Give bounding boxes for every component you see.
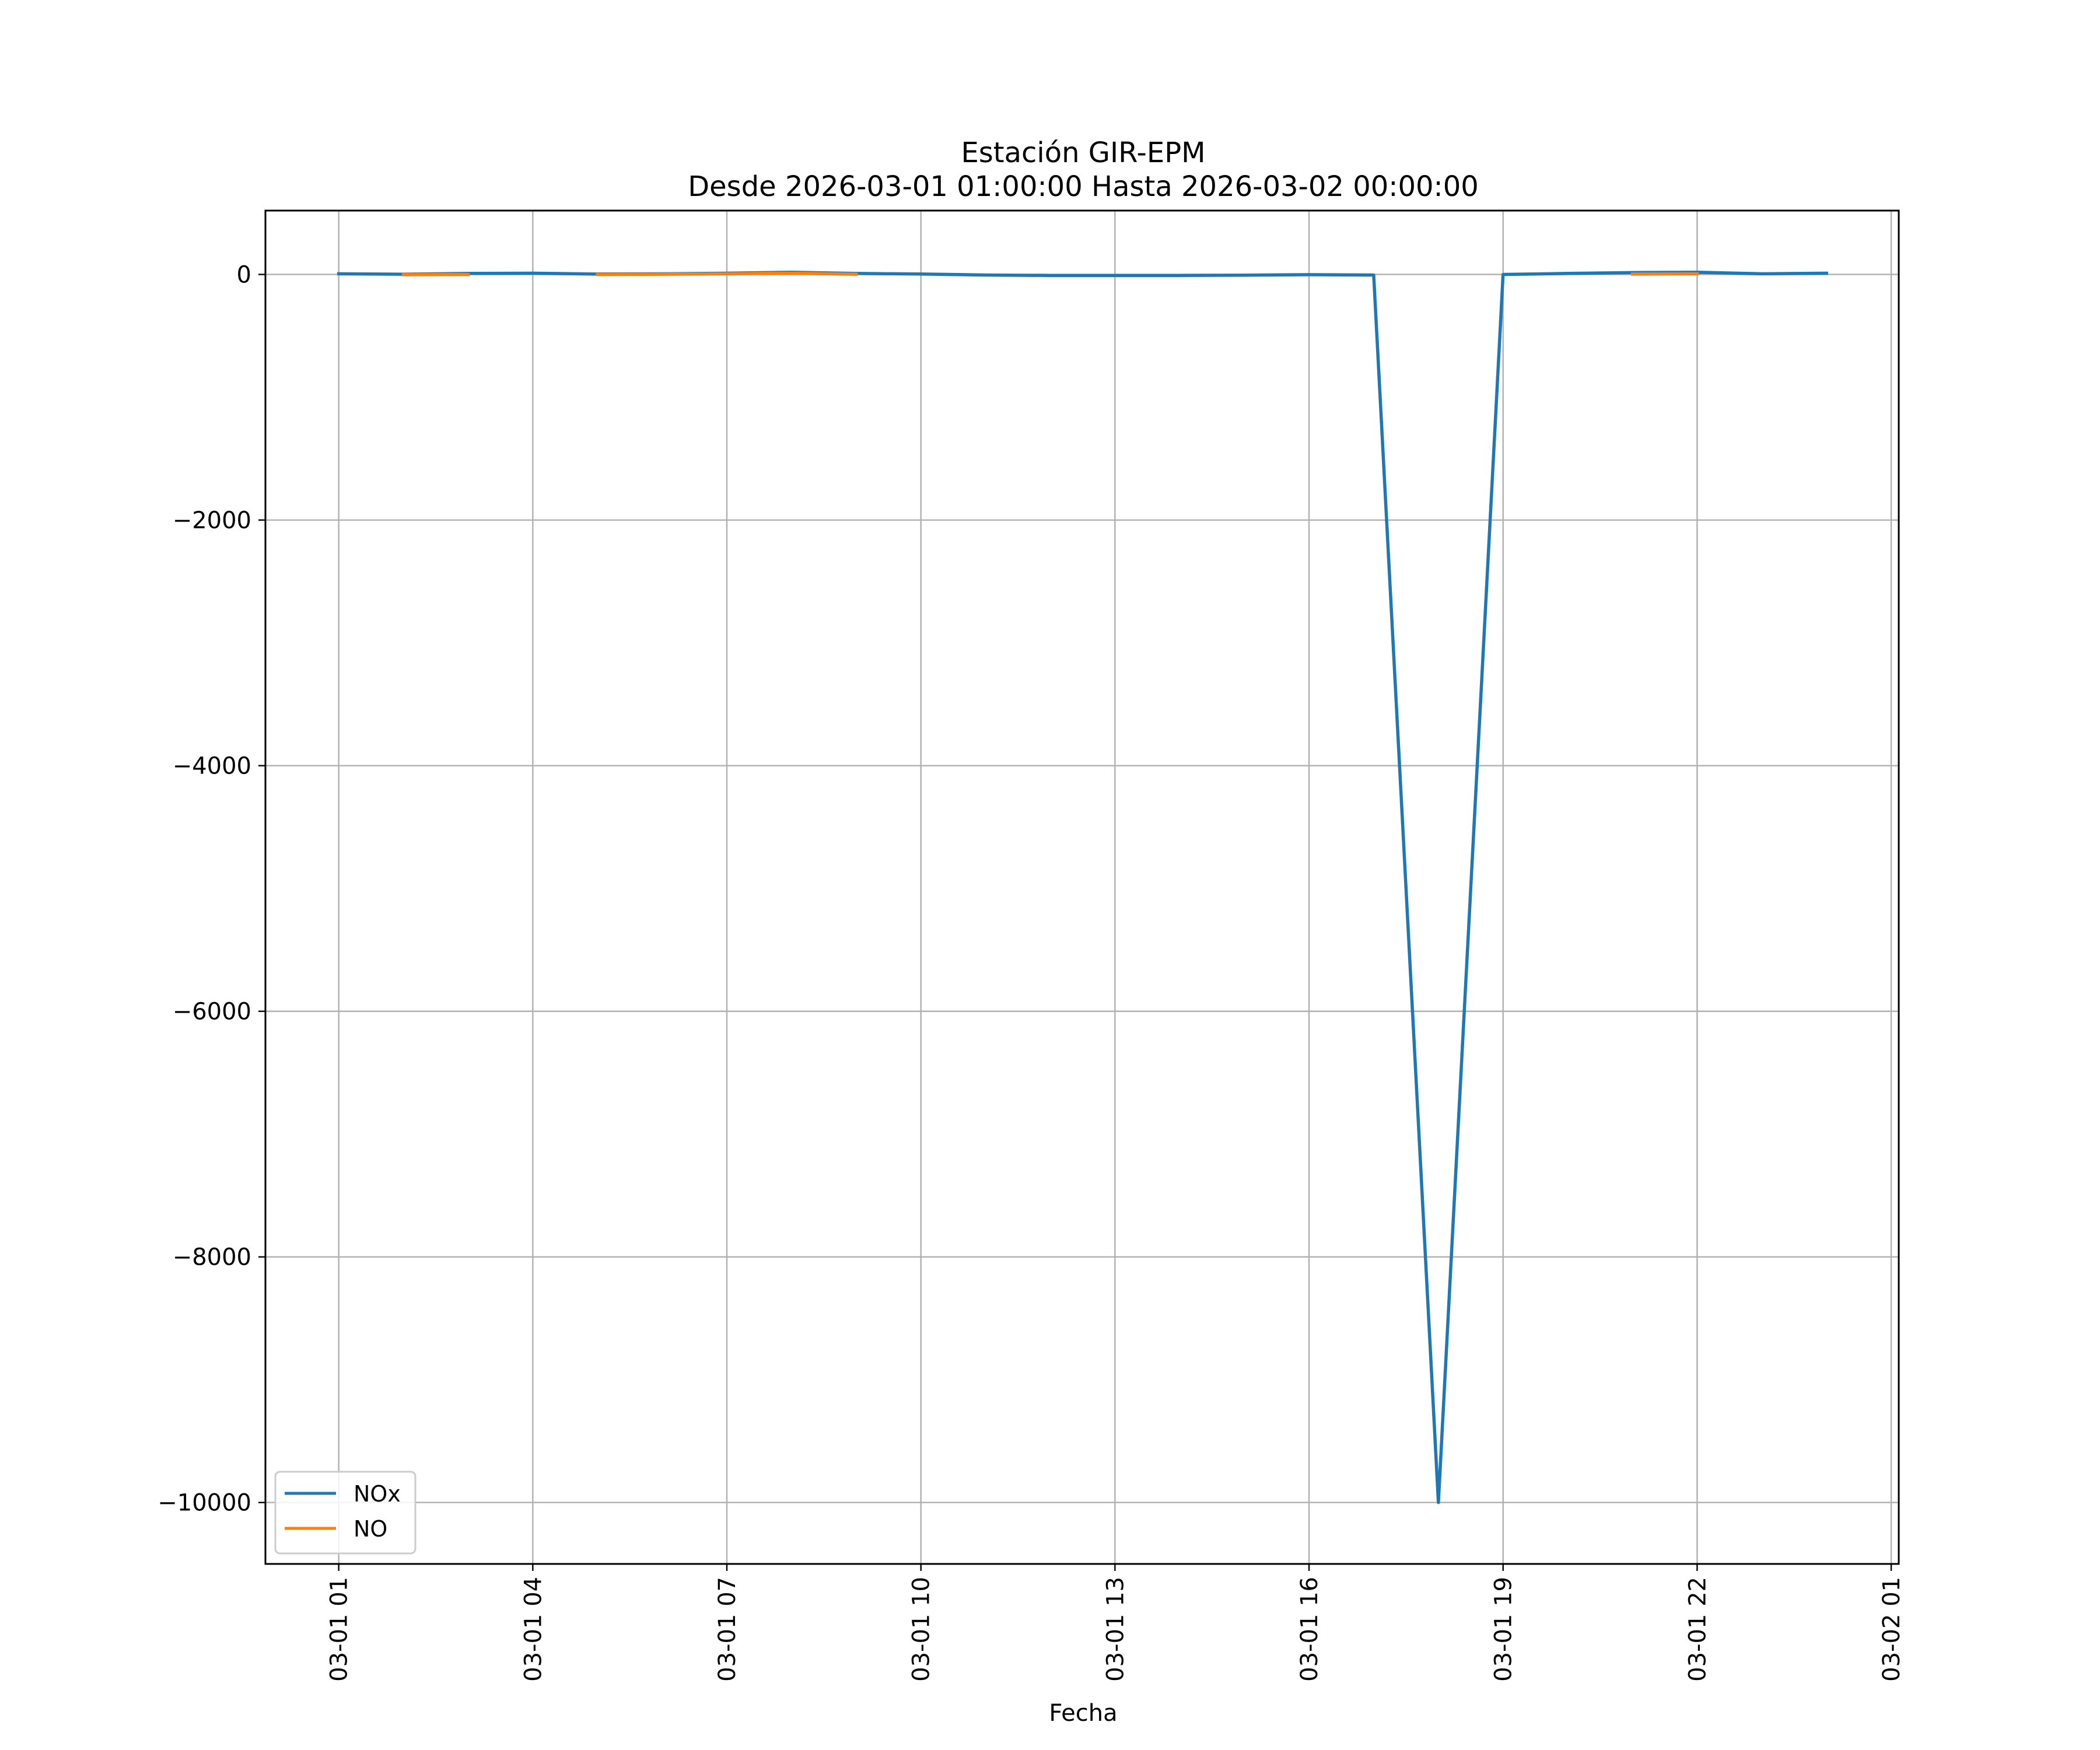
y-ticks-layer: 0 −2000 −4000 −6000 −8000 −10000 xyxy=(158,261,265,1517)
legend-label-no: NO xyxy=(354,1516,387,1542)
series-layer xyxy=(337,270,1828,1504)
x-tick-label: 03-01 07 xyxy=(714,1577,741,1682)
y-tick-label: −4000 xyxy=(173,753,251,780)
series-line-no xyxy=(596,271,858,276)
y-tick-label: 0 xyxy=(237,261,251,288)
x-tick-label: 03-01 04 xyxy=(520,1577,547,1682)
x-tick-label: 03-01 10 xyxy=(908,1577,935,1682)
y-tick-label: −10000 xyxy=(158,1490,251,1517)
y-tick-label: −6000 xyxy=(173,999,251,1026)
x-tick-label: 03-01 16 xyxy=(1296,1577,1323,1682)
x-tick-label: 03-01 19 xyxy=(1490,1577,1517,1682)
grid-layer xyxy=(265,211,1899,1564)
legend: NOx NO xyxy=(274,1471,416,1555)
x-ticks-layer: 03-01 01 03-01 04 03-01 07 03-01 10 03-01 13… xyxy=(326,1564,1905,1682)
x-tick-label: 03-01 13 xyxy=(1102,1577,1129,1682)
y-tick-label: −2000 xyxy=(173,508,251,534)
x-tick-label: 03-01 22 xyxy=(1684,1577,1711,1682)
chart-title: Estación GIR-EPM xyxy=(961,136,1205,169)
plot-frame xyxy=(264,209,1900,1565)
series-line-nox xyxy=(337,270,1828,1504)
x-axis-label: Fecha xyxy=(1049,1700,1117,1727)
y-tick-label: −8000 xyxy=(173,1244,251,1271)
legend-label-nox: NOx xyxy=(354,1481,401,1507)
chart-subtitle: Desde 2026-03-01 01:00:00 Hasta 2026-03-… xyxy=(688,170,1479,203)
x-tick-label: 03-01 01 xyxy=(326,1577,353,1682)
x-tick-label: 03-02 01 xyxy=(1878,1577,1905,1682)
